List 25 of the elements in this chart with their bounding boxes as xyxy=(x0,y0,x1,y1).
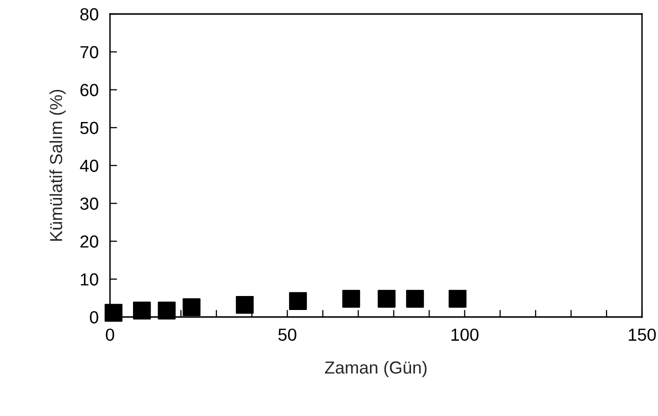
y-tick-label: 20 xyxy=(80,235,98,248)
y-tick-label: 10 xyxy=(80,273,98,286)
y-tick-label: 40 xyxy=(80,160,98,172)
x-tick-label: 0 xyxy=(106,328,114,341)
point xyxy=(289,292,307,310)
y-tick-label: 0 xyxy=(90,311,98,324)
point xyxy=(236,296,254,314)
point xyxy=(133,302,151,320)
point xyxy=(104,304,122,322)
point xyxy=(158,302,176,320)
point xyxy=(448,290,466,308)
y-tick-label: 70 xyxy=(80,46,98,58)
x-tick-label: 150 xyxy=(628,328,656,341)
point xyxy=(342,290,360,308)
x-tick-label: 100 xyxy=(452,328,478,341)
y-tick-label: 80 xyxy=(80,8,98,20)
point xyxy=(182,298,200,316)
y-tick-label: 60 xyxy=(80,84,98,96)
point xyxy=(378,290,396,308)
y-axis-title: Kümülatif Salım (%) xyxy=(50,90,66,241)
y-tick-label: 50 xyxy=(80,122,98,134)
point xyxy=(406,290,424,308)
y-tick-label: 30 xyxy=(80,198,98,210)
x-axis-title: Zaman (Gün) xyxy=(324,360,427,378)
x-tick-label: 50 xyxy=(278,328,296,341)
